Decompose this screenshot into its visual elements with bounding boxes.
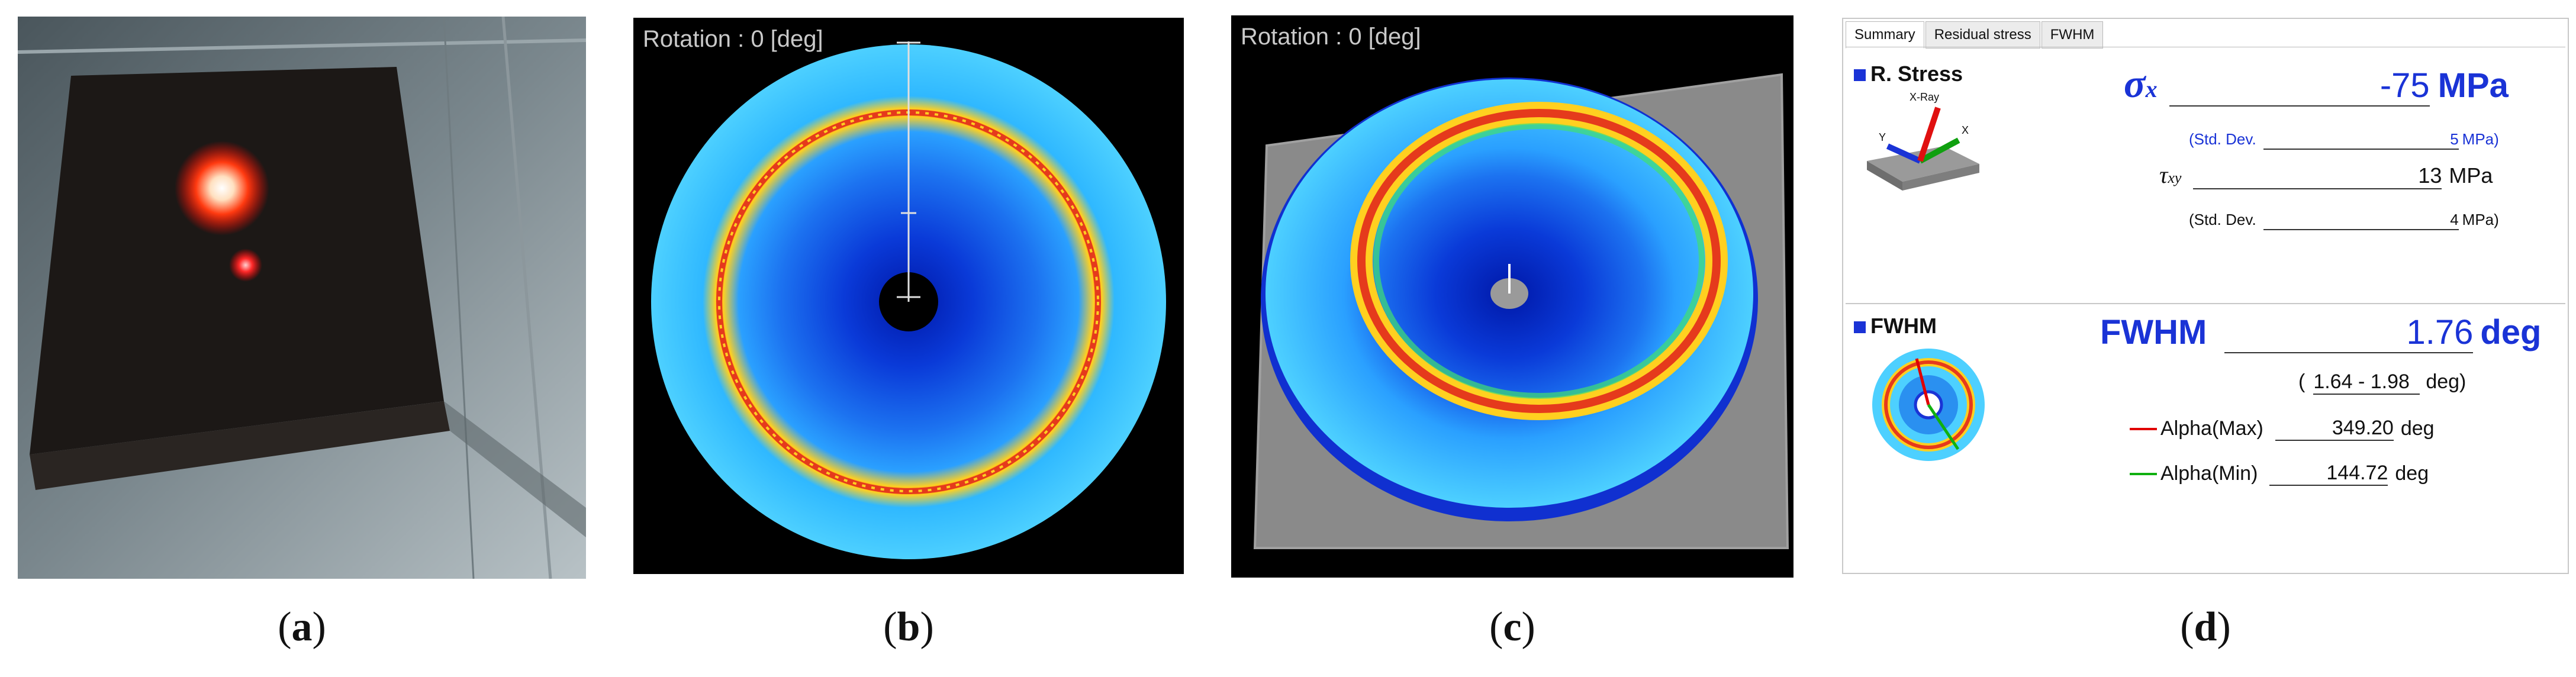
- xray-axes-icon: X-Ray Y X: [1855, 90, 1985, 196]
- y-axis-label: Y: [1879, 131, 1886, 143]
- sigma-std-value: 5: [2263, 130, 2459, 150]
- alpha-min-row: Alpha(Min) 144.72 deg: [2130, 462, 2429, 486]
- sigma-std-prefix: (Std. Dev.: [2189, 130, 2256, 148]
- fwhm-range-row: ( 1.64 - 1.98 deg): [2298, 370, 2466, 395]
- alpha-max-legend-line: [2130, 427, 2157, 430]
- blue-square-icon: [1854, 321, 1866, 334]
- alpha-max-value: 349.20: [2275, 417, 2394, 441]
- section-header: FWHM: [1854, 314, 1937, 338]
- tau-unit: MPa: [2449, 163, 2493, 188]
- section-header: R. Stress: [1854, 62, 1963, 86]
- alpha-min-legend-line: [2130, 472, 2157, 475]
- caption-c: (c): [1489, 604, 1535, 650]
- tau-subscript: xy: [2168, 169, 2182, 186]
- range-unit: deg): [2426, 370, 2466, 393]
- tab-bar: Summary Residual stress FWHM: [1846, 21, 2104, 49]
- alpha-min-label: Alpha(Min): [2160, 462, 2258, 485]
- caption-d: (d): [2180, 604, 2231, 650]
- rotation-label: Rotation : 0 [deg]: [643, 26, 823, 52]
- alpha-min-value: 144.72: [2269, 462, 2388, 486]
- tab-fwhm[interactable]: FWHM: [2041, 21, 2104, 49]
- sigma-std-row: (Std. Dev. 5 MPa): [2189, 130, 2499, 150]
- stress-title: R. Stress: [1870, 62, 1963, 86]
- blue-square-icon: [1854, 69, 1866, 82]
- alpha-max-label: Alpha(Max): [2160, 417, 2263, 440]
- tau-value: 13: [2193, 163, 2442, 189]
- xray-label: X-Ray: [1910, 91, 1940, 103]
- tau-row: τ xy 13 MPa: [2159, 161, 2493, 189]
- alpha-max-unit: deg: [2400, 417, 2435, 440]
- sigma-symbol: σ: [2124, 61, 2146, 106]
- sigma-subscript: x: [2145, 76, 2158, 102]
- sigma-row: σ x -75 MPa: [2124, 60, 2509, 107]
- fwhm-value: 1.76: [2224, 312, 2474, 353]
- sigma-std-unit: MPa): [2462, 130, 2499, 148]
- tab-summary[interactable]: Summary: [1846, 21, 1924, 49]
- range-value: 1.64 - 1.98: [2313, 370, 2420, 395]
- alpha-max-row: Alpha(Max) 349.20 deg: [2130, 417, 2435, 441]
- tau-std-value: 4: [2263, 211, 2459, 230]
- sigma-unit: MPa: [2437, 66, 2509, 105]
- tab-residual-stress[interactable]: Residual stress: [1925, 21, 2040, 49]
- debye-ring-image: [651, 41, 1166, 559]
- debye-ring-panel-b: Rotation : 0 [deg]: [633, 18, 1184, 574]
- caption-b: (b): [883, 604, 934, 650]
- alpha-min-unit: deg: [2395, 462, 2429, 485]
- sample-photo: [18, 17, 586, 579]
- photo-panel-a: [18, 17, 586, 579]
- tau-std-row: (Std. Dev. 4 MPa): [2189, 211, 2499, 230]
- x-axis-label: X: [1962, 124, 1969, 136]
- sigma-value: -75: [2169, 66, 2430, 107]
- debye-ring-panel-c: Rotation : 0 [deg]: [1231, 15, 1793, 578]
- tau-std-prefix: (Std. Dev.: [2189, 211, 2256, 228]
- fwhm-section: FWHM FWHM 1.76 deg ( 1.64 - 1.98 deg): [1846, 303, 2565, 572]
- caption-a: (a): [278, 604, 326, 650]
- fwhm-row: FWHM 1.76 deg: [2100, 312, 2542, 353]
- debye-ring-3d-image: [1253, 73, 1789, 549]
- residual-stress-section: R. Stress X-Ray Y X σ x -75 MPa (Std. De…: [1846, 49, 2565, 303]
- rotation-label: Rotation : 0 [deg]: [1241, 24, 1421, 50]
- fwhm-title: FWHM: [1870, 314, 1937, 338]
- tau-std-unit: MPa): [2462, 211, 2499, 228]
- fwhm-unit: deg: [2480, 313, 2542, 352]
- result-summary-panel: Summary Residual stress FWHM R. Stress X…: [1842, 18, 2569, 574]
- ring-thumbnail-icon: [1869, 346, 1988, 464]
- tau-symbol: τ: [2159, 162, 2168, 188]
- range-open: (: [2298, 370, 2305, 393]
- fwhm-label: FWHM: [2100, 313, 2207, 352]
